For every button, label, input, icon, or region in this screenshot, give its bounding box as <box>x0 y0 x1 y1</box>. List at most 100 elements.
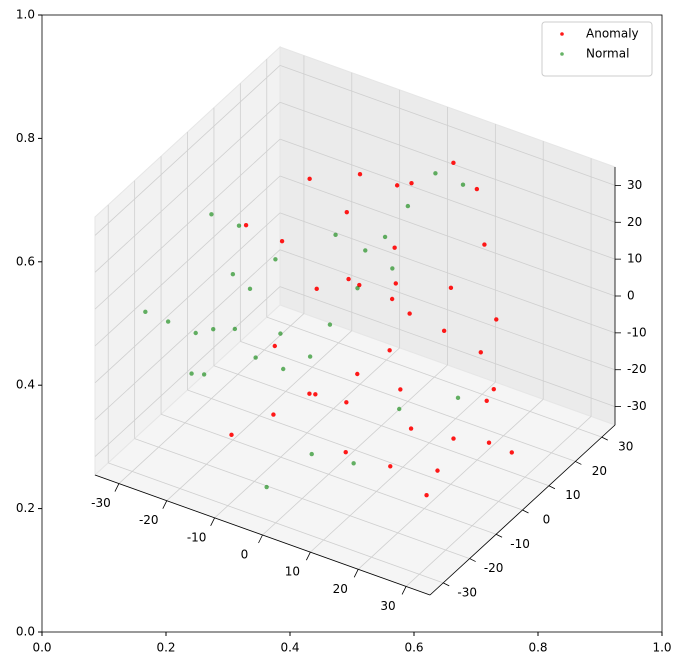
y-tick-label: 30 <box>618 440 633 454</box>
point <box>388 464 393 469</box>
y-tick-label: 10 <box>565 488 580 502</box>
point <box>264 484 269 490</box>
point <box>272 343 277 349</box>
z-tick-label: 10 <box>627 252 642 266</box>
point <box>230 271 236 277</box>
y-tick-label: 1.0 <box>16 8 35 22</box>
point <box>482 242 487 247</box>
point <box>189 371 194 376</box>
y-tick-label: -10 <box>510 537 530 551</box>
point <box>491 386 496 392</box>
point <box>405 203 411 209</box>
point <box>143 309 148 315</box>
grid-line <box>187 389 523 511</box>
grid-line <box>94 101 281 273</box>
point <box>307 391 312 396</box>
grid-line <box>279 65 616 186</box>
point <box>271 412 276 417</box>
y-tick <box>575 461 582 465</box>
x-tick-label: -10 <box>187 530 207 544</box>
point <box>344 209 349 215</box>
y-tick-label: 0.4 <box>16 378 35 392</box>
x-tick <box>162 500 168 509</box>
point <box>253 355 258 360</box>
point <box>392 245 397 250</box>
point <box>451 160 456 166</box>
point <box>478 350 483 355</box>
point <box>441 328 447 334</box>
point <box>409 180 414 186</box>
axes-frame <box>41 14 663 633</box>
grid-line <box>94 65 281 236</box>
y-tick-label: -30 <box>457 585 477 599</box>
point <box>313 392 318 397</box>
point <box>307 176 312 182</box>
x-tick-label: 1.0 <box>652 641 671 655</box>
grid-line <box>279 286 616 407</box>
point <box>387 348 392 353</box>
grid-line <box>94 249 281 421</box>
point <box>407 311 412 316</box>
point <box>314 286 319 292</box>
grid-line <box>108 462 444 584</box>
point <box>279 238 285 244</box>
grid-line <box>240 341 576 462</box>
x-tick-label: 0.0 <box>32 641 51 655</box>
legend-box <box>541 21 653 77</box>
y-tick <box>548 485 556 490</box>
point <box>236 223 242 228</box>
x-tick <box>114 483 120 492</box>
point <box>209 212 214 217</box>
point <box>398 387 403 392</box>
x-tick-label: 20 <box>333 582 348 596</box>
legend-label: Anomaly <box>586 27 639 41</box>
legend-label: Normal <box>586 47 629 61</box>
grid-line <box>134 438 470 559</box>
grid-line <box>160 413 497 535</box>
point <box>448 285 454 291</box>
point <box>389 296 395 302</box>
point <box>355 371 360 377</box>
x-tick-label: 10 <box>285 565 300 579</box>
point <box>273 257 278 262</box>
x-tick-label: 30 <box>380 599 395 613</box>
point <box>494 317 499 322</box>
point <box>486 440 492 445</box>
z-tick-label: -30 <box>627 399 647 413</box>
point <box>509 450 514 455</box>
z-tick-label: 30 <box>627 178 642 192</box>
point <box>451 436 456 441</box>
point <box>351 461 356 466</box>
y-tick-label: 0 <box>543 513 551 527</box>
point <box>327 322 333 327</box>
grid-line <box>94 175 281 347</box>
x-tick-label: 0.6 <box>404 641 423 655</box>
grid-line <box>266 316 602 438</box>
x-tick <box>258 534 263 544</box>
point <box>435 468 440 473</box>
x-axis-line <box>94 474 431 596</box>
point <box>232 326 238 332</box>
x-tick-label: 0.2 <box>156 641 175 655</box>
grid-line <box>94 138 281 310</box>
point <box>211 326 216 332</box>
point <box>424 493 429 498</box>
y-tick <box>469 558 476 562</box>
point <box>460 182 466 187</box>
point <box>281 366 286 372</box>
point <box>455 395 461 401</box>
legend-marker <box>560 32 564 36</box>
point <box>484 398 489 403</box>
point <box>357 172 363 177</box>
point <box>193 330 198 336</box>
point <box>390 266 395 271</box>
z-tick-label: -10 <box>627 325 647 339</box>
point <box>397 406 402 412</box>
z-tick-label: -20 <box>627 362 647 376</box>
point <box>243 222 249 228</box>
y-tick-label: 0.2 <box>16 501 35 515</box>
x-tick <box>305 551 311 561</box>
point <box>408 426 414 431</box>
point <box>393 281 398 286</box>
y-tick-label: 0.6 <box>16 254 35 268</box>
